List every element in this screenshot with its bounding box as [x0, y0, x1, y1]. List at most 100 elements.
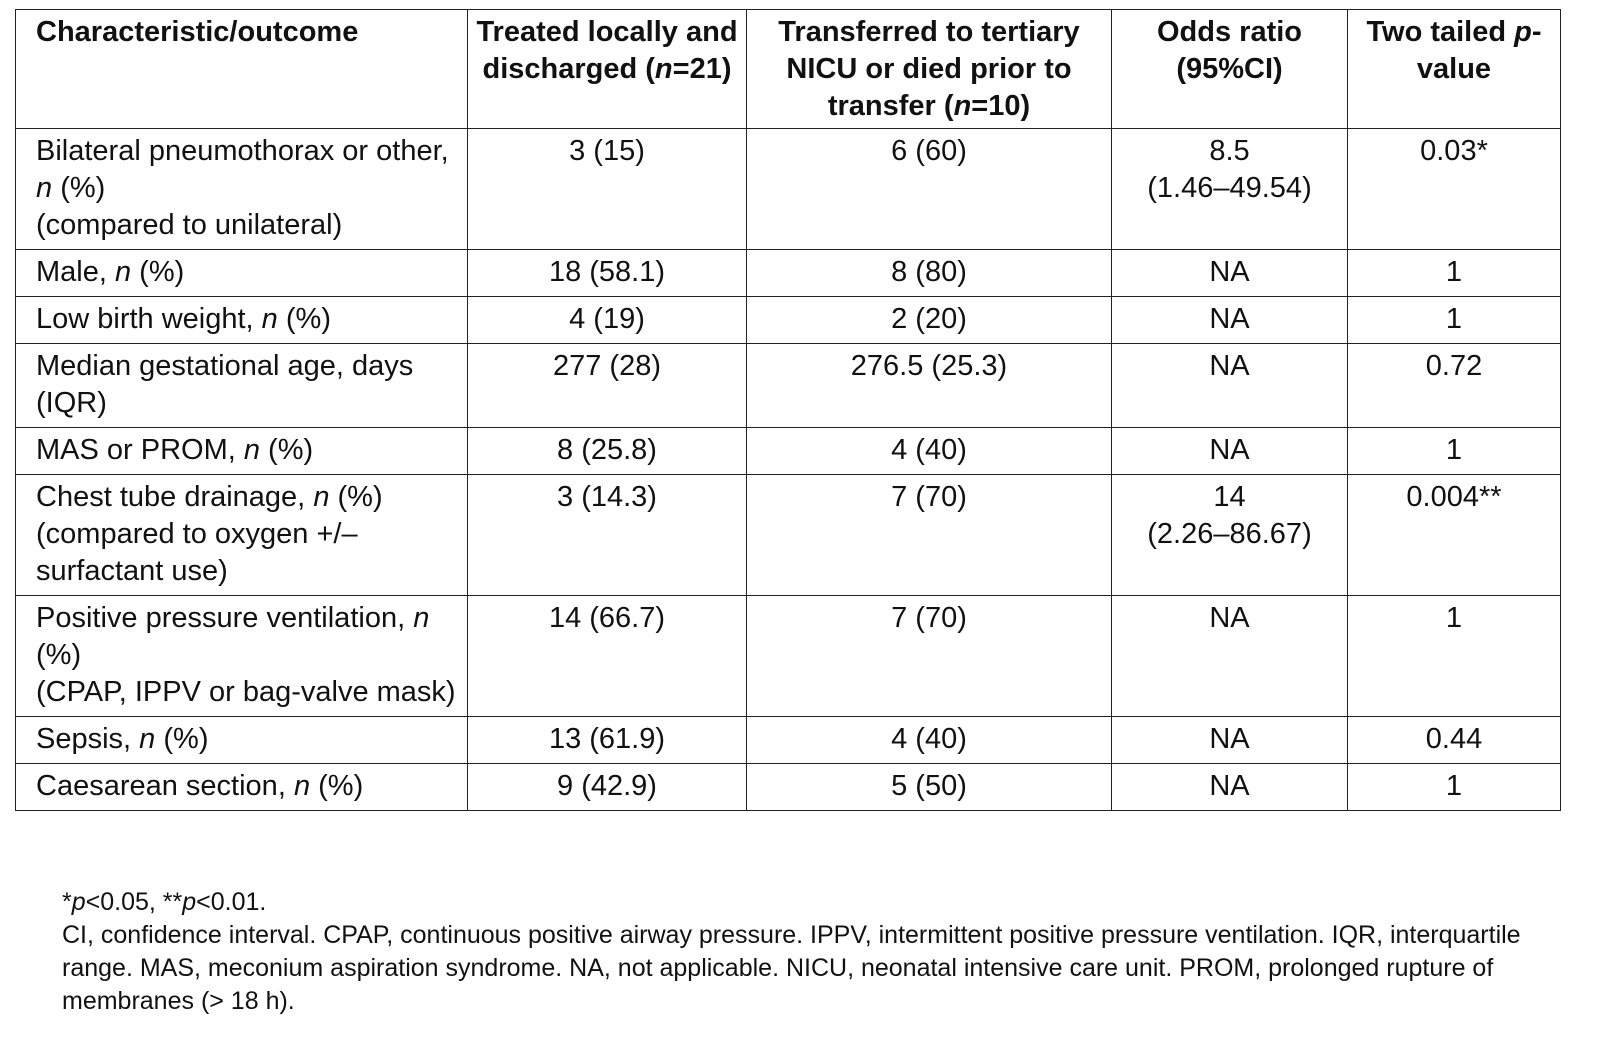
text-run: 14 (66.7): [548, 602, 666, 634]
text-run: NA: [1209, 770, 1250, 802]
table-row: Median gestational age, days (IQR) 277 (2…: [15, 343, 1561, 428]
table-cell: 18 (58.1): [467, 249, 747, 297]
text-run: n: [953, 90, 972, 122]
table-cell: 0.72: [1347, 343, 1561, 428]
text-run: Male,: [36, 256, 115, 288]
text-run: 4 (40): [891, 723, 967, 755]
text-run: n: [413, 602, 430, 634]
footnotes: *p<0.05, **p<0.01. CI, confidence interva…: [62, 886, 1542, 1018]
table-cell: 277 (28): [467, 343, 747, 428]
text-run: NA: [1209, 602, 1250, 634]
table-cell: 9 (42.9): [467, 763, 747, 811]
table-cell: 14 (2.26–86.67): [1111, 474, 1348, 596]
text-run: CI, confidence interval. CPAP, continuou…: [62, 921, 1521, 1015]
text-run: =10): [971, 90, 1031, 122]
footnote: CI, confidence interval. CPAP, continuou…: [62, 919, 1542, 1018]
table-cell: Median gestational age, days (IQR): [15, 343, 468, 428]
text-run: 3 (15): [569, 135, 645, 167]
text-run: MAS or PROM,: [36, 434, 244, 466]
text-run: <0.05, **: [85, 888, 183, 916]
text-run: Positive pressure ventilation,: [36, 602, 414, 634]
text-run: Two tailed: [1366, 16, 1515, 48]
table-row: MAS or PROM, n (%) 8 (25.8) 4 (40) NA 1: [15, 427, 1561, 475]
text-run: 8 (80): [891, 256, 967, 288]
header-cell: Transferred to tertiary NICU or died pri…: [746, 9, 1112, 129]
text-run: 13 (61.9): [548, 723, 666, 755]
text-run: (%) (compared to oxygen +/– surfactant u…: [36, 481, 383, 587]
text-run: NA: [1209, 350, 1250, 382]
table-cell: Bilateral pneumothorax or other, n (%) (…: [15, 128, 468, 250]
text-run: n: [261, 303, 278, 335]
table-cell: NA: [1111, 595, 1348, 717]
text-run: 276.5 (25.3): [850, 350, 1008, 382]
table-cell: Male, n (%): [15, 249, 468, 297]
text-run: Characteristic/outcome: [36, 16, 359, 48]
text-run: n: [654, 53, 673, 85]
text-run: (%): [310, 770, 364, 802]
text-run: <0.01.: [196, 888, 267, 916]
header-cell: Two tailed p-value: [1347, 9, 1561, 129]
table-cell: NA: [1111, 716, 1348, 764]
table-cell: 5 (50): [746, 763, 1112, 811]
table-row: Positive pressure ventilation, n (%) (CP…: [15, 595, 1561, 717]
text-run: n: [243, 434, 260, 466]
text-run: n: [293, 770, 311, 802]
table-row: Sepsis, n (%) 13 (61.9) 4 (40) NA 0.44: [15, 716, 1561, 764]
table-cell: Positive pressure ventilation, n (%) (CP…: [15, 595, 468, 717]
table-row: Caesarean section, n (%) 9 (42.9) 5 (50) NA…: [15, 763, 1561, 811]
header-cell: Odds ratio (95%CI): [1111, 9, 1348, 129]
table-cell: 4 (19): [467, 296, 747, 344]
text-run: n: [36, 172, 53, 204]
text-run: 14 (2.26–86.67): [1147, 481, 1312, 550]
text-run: 0.72: [1425, 350, 1483, 382]
text-run: 6 (60): [891, 135, 967, 167]
table-cell: Chest tube drainage, n (%) (compared to …: [15, 474, 468, 596]
text-run: 5 (50): [891, 770, 967, 802]
table-cell: 1: [1347, 249, 1561, 297]
table-cell: 2 (20): [746, 296, 1112, 344]
table-body: Bilateral pneumothorax or other, n (%) (…: [15, 128, 1561, 811]
table-cell: 1: [1347, 763, 1561, 811]
table-cell: 3 (15): [467, 128, 747, 250]
table-row: Bilateral pneumothorax or other, n (%) (…: [15, 128, 1561, 250]
table-cell: 276.5 (25.3): [746, 343, 1112, 428]
text-run: p: [71, 888, 86, 916]
text-run: -value: [1416, 16, 1542, 85]
text-run: Low birth weight,: [36, 303, 262, 335]
text-run: (%) (compared to unilateral): [36, 172, 343, 241]
text-run: Caesarean section,: [36, 770, 294, 802]
table-cell: 0.44: [1347, 716, 1561, 764]
text-run: Odds ratio (95%CI): [1156, 16, 1302, 85]
table-cell: 1: [1347, 595, 1561, 717]
table-cell: 1: [1347, 296, 1561, 344]
text-run: 0.03*: [1420, 135, 1488, 167]
text-run: NA: [1209, 303, 1250, 335]
text-run: Transferred to tertiary NICU or died pri…: [778, 16, 1080, 122]
header-cell: Treated locally and discharged (n=21): [467, 9, 747, 129]
text-run: 1: [1445, 770, 1463, 802]
text-run: Bilateral pneumothorax or other,: [36, 135, 449, 167]
text-run: (%): [131, 256, 185, 288]
table-cell: 0.004**: [1347, 474, 1561, 596]
header-cell: Characteristic/outcome: [15, 9, 468, 129]
table-cell: 3 (14.3): [467, 474, 747, 596]
text-run: (%) (CPAP, IPPV or bag-valve mask): [36, 639, 456, 708]
text-run: 4 (19): [569, 303, 645, 335]
text-run: 4 (40): [891, 434, 967, 466]
table-cell: Low birth weight, n (%): [15, 296, 468, 344]
table-cell: NA: [1111, 249, 1348, 297]
table-cell: 1: [1347, 427, 1561, 475]
data-table: Characteristic/outcome Treated locally an…: [15, 9, 1561, 811]
text-run: 9 (42.9): [557, 770, 657, 802]
header-row: Characteristic/outcome Treated locally an…: [15, 9, 1561, 129]
text-run: NA: [1209, 256, 1250, 288]
footnote: *p<0.05, **p<0.01.: [62, 886, 1542, 919]
text-run: (%): [277, 303, 331, 335]
text-run: Sepsis,: [36, 723, 140, 755]
text-run: p: [1514, 16, 1532, 48]
text-run: =21): [672, 53, 732, 85]
table-cell: 8 (80): [746, 249, 1112, 297]
text-run: 7 (70): [891, 602, 967, 634]
table-cell: NA: [1111, 296, 1348, 344]
